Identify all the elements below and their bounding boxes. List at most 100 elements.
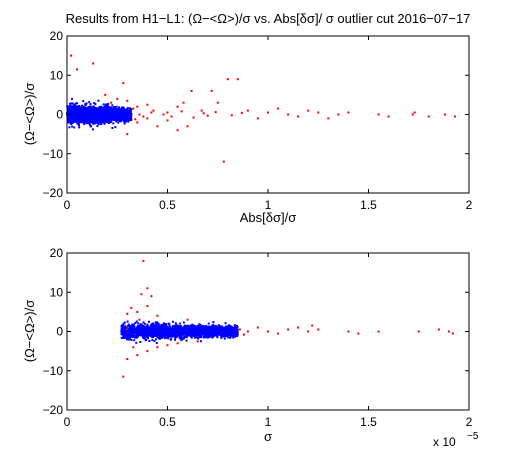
data-point-blue (230, 325, 233, 328)
data-point-blue (211, 325, 214, 328)
data-point-blue (78, 112, 81, 115)
data-point-blue (89, 103, 92, 106)
data-point-blue (71, 116, 74, 119)
data-point-blue (188, 329, 191, 332)
data-point-blue (85, 122, 88, 125)
data-point-red (182, 101, 185, 104)
data-point-red (413, 111, 416, 114)
data-point-blue (142, 328, 145, 331)
data-point-blue (83, 105, 86, 108)
data-point-blue (109, 118, 112, 121)
data-point-blue (112, 116, 115, 119)
data-point-blue (218, 328, 221, 331)
data-point-blue (88, 101, 91, 104)
data-point-blue (78, 126, 81, 129)
data-point-blue (185, 334, 188, 337)
data-point-blue (76, 119, 78, 122)
data-point-blue (174, 333, 177, 336)
data-point-blue (204, 332, 207, 335)
data-point-blue (95, 108, 98, 111)
data-point-blue (93, 111, 96, 114)
data-point-blue (136, 335, 139, 338)
data-point-blue (143, 322, 146, 325)
data-point-blue (75, 108, 78, 111)
data-point-red (152, 109, 155, 112)
data-point-blue (70, 113, 73, 116)
data-point-blue (106, 113, 109, 116)
data-point-blue (76, 111, 79, 114)
data-point-blue (199, 340, 202, 343)
data-point-blue (113, 106, 116, 108)
data-point-blue (74, 108, 77, 111)
data-point-red (236, 78, 239, 81)
data-point-red (190, 89, 193, 92)
data-point-blue (123, 330, 126, 333)
data-point-red (70, 54, 72, 57)
data-point-blue (211, 333, 214, 336)
data-point-blue (190, 335, 193, 338)
data-point-blue (127, 323, 130, 326)
data-point-red (126, 99, 129, 102)
data-point-blue (84, 117, 87, 120)
data-point-blue (185, 339, 188, 342)
data-point-blue (170, 338, 172, 341)
data-point-blue (85, 102, 88, 105)
data-point-blue (83, 107, 86, 110)
data-point-blue (116, 113, 119, 116)
data-point-blue (115, 105, 118, 108)
data-point-blue (116, 112, 119, 115)
data-point-blue (107, 105, 109, 108)
data-point-blue (126, 338, 128, 341)
data-point-blue (98, 106, 101, 109)
data-point-red (230, 114, 233, 117)
data-point-blue (146, 323, 149, 326)
subplot-top: Results from H1−L1: (Ω−<Ω>)/σ vs. Abs[δσ… (22, 11, 473, 225)
x-tick-label: 0 (64, 198, 71, 212)
data-point-blue (67, 115, 70, 118)
data-point-red (150, 111, 153, 114)
data-point-blue (220, 334, 223, 337)
data-point-blue (121, 331, 124, 334)
data-point-blue (75, 106, 77, 109)
data-point-blue (106, 116, 109, 119)
data-point-blue (100, 105, 102, 108)
data-point-blue (99, 113, 102, 116)
data-point-red (156, 125, 159, 128)
data-point-blue (91, 112, 94, 115)
data-point-red (317, 111, 320, 114)
data-point-blue (70, 122, 72, 125)
data-point-blue (88, 116, 91, 119)
data-point-blue (74, 105, 77, 108)
data-point-blue (168, 333, 171, 336)
data-point-blue (125, 117, 128, 120)
data-point-blue (117, 109, 120, 112)
data-point-blue (107, 102, 110, 105)
data-point-blue (122, 115, 124, 118)
data-point-red (110, 101, 113, 104)
data-point-blue (101, 118, 104, 121)
data-point-blue (120, 108, 123, 111)
data-point-blue (205, 336, 208, 339)
data-point-blue (86, 118, 89, 121)
data-point-blue (108, 113, 111, 116)
data-point-blue (104, 119, 107, 122)
data-point-blue (179, 325, 181, 328)
data-point-blue (122, 108, 125, 111)
data-point-blue (163, 324, 166, 327)
data-point-blue (233, 335, 236, 338)
data-point-blue (216, 336, 219, 339)
data-point-red (427, 115, 430, 118)
data-point-blue (198, 327, 201, 330)
data-point-blue (120, 114, 123, 117)
data-point-blue (106, 106, 109, 109)
data-point-blue (123, 326, 125, 329)
data-point-red (297, 115, 300, 118)
data-point-blue (138, 326, 141, 329)
data-point-blue (79, 113, 82, 116)
data-point-blue (181, 329, 184, 332)
data-point-blue (165, 323, 168, 326)
data-point-blue (125, 115, 128, 118)
data-point-blue (167, 333, 170, 336)
data-point-blue (73, 103, 76, 106)
